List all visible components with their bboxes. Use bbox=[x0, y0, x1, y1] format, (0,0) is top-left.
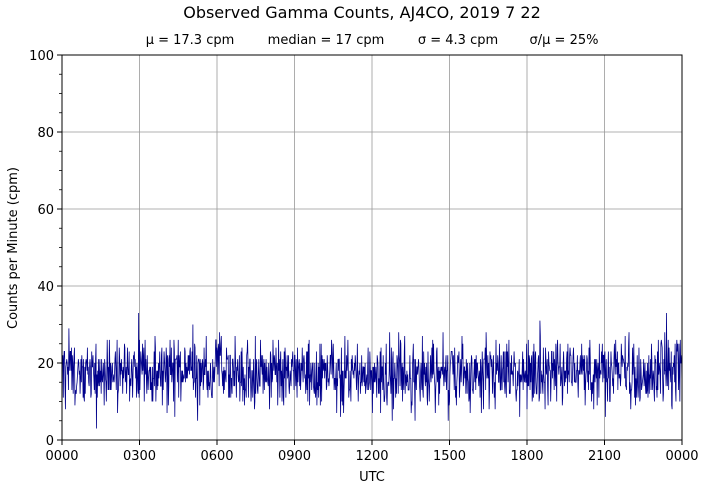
x-tick-label: 1800 bbox=[510, 449, 543, 464]
series-layer bbox=[61, 312, 683, 429]
subtitle-median: median = 17 cpm bbox=[268, 33, 385, 48]
subtitle-mean: μ = 17.3 cpm bbox=[146, 33, 235, 48]
x-tick-label: 0900 bbox=[278, 449, 311, 464]
axis-ticks: 0000 0300 0600 0900 1200 1500 1800 2100 00000204… bbox=[29, 49, 698, 464]
y-axis-label: Counts per Minute (cpm) bbox=[6, 167, 21, 329]
x-tick-label: 1500 bbox=[433, 449, 466, 464]
y-tick-label: 60 bbox=[37, 203, 54, 218]
x-axis-label: UTC bbox=[359, 470, 385, 485]
x-tick-label: 0600 bbox=[200, 449, 233, 464]
y-tick-label: 0 bbox=[46, 434, 54, 449]
x-tick-label: 2100 bbox=[588, 449, 621, 464]
x-tick-label: 1200 bbox=[355, 449, 388, 464]
y-tick-label: 100 bbox=[29, 49, 54, 64]
x-tick-label: 0300 bbox=[123, 449, 156, 464]
chart-subtitle: μ = 17.3 cpm median = 17 cpm σ = 4.3 cpm… bbox=[146, 33, 599, 48]
subtitle-sigma: σ = 4.3 cpm bbox=[418, 33, 498, 48]
chart-title: Observed Gamma Counts, AJ4CO, 2019 7 22 bbox=[183, 3, 541, 22]
x-tick-label: 0000 bbox=[45, 449, 78, 464]
subtitle-cv: σ/μ = 25% bbox=[530, 33, 599, 48]
grid-lines bbox=[62, 55, 682, 440]
y-tick-label: 20 bbox=[37, 357, 54, 372]
gamma-count-series-line bbox=[61, 312, 683, 429]
x-tick-label: 0000 bbox=[665, 449, 698, 464]
y-tick-label: 40 bbox=[37, 280, 54, 295]
y-tick-label: 80 bbox=[37, 126, 54, 141]
